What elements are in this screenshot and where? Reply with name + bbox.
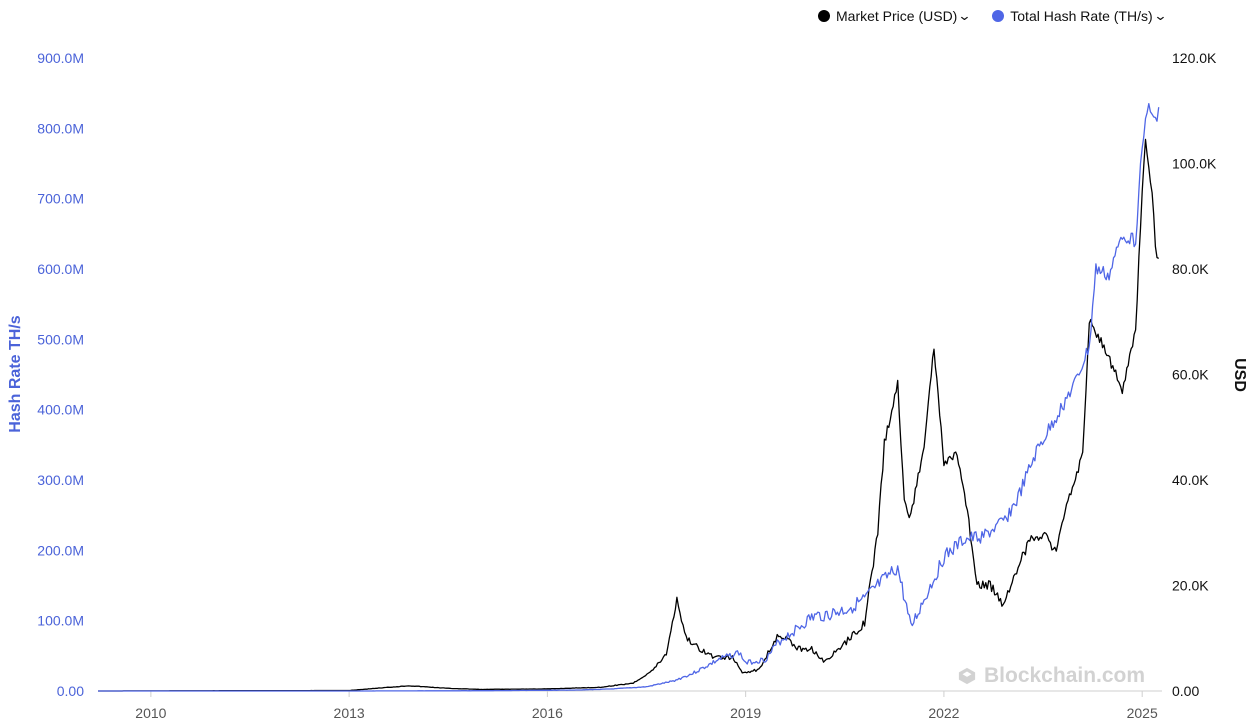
x-tick-label: 2022: [928, 705, 959, 721]
left-tick-label: 0.00: [57, 683, 84, 699]
right-tick-label: 60.0K: [1172, 367, 1209, 383]
x-tick-label: 2019: [730, 705, 761, 721]
left-tick-label: 700.0M: [37, 191, 84, 207]
legend-item-market-price[interactable]: Market Price (USD) ⌄: [818, 8, 972, 24]
x-tick-label: 2013: [334, 705, 365, 721]
x-tick-label: 2025: [1127, 705, 1158, 721]
legend-dot-market-price: [818, 10, 830, 22]
series-line-market-price-usd: [98, 138, 1160, 692]
legend-item-hash-rate[interactable]: Total Hash Rate (TH/s) ⌄: [992, 8, 1168, 24]
left-tick-label: 900.0M: [37, 50, 84, 66]
legend-label-market-price: Market Price (USD): [836, 8, 958, 24]
left-tick-label: 400.0M: [37, 402, 84, 418]
right-tick-label: 40.0K: [1172, 472, 1209, 488]
x-axis-ticks: 2010 2013 2016 2019 2022 2025: [135, 691, 1158, 721]
left-tick-label: 800.0M: [37, 120, 84, 136]
watermark-text: Blockchain.com: [984, 664, 1146, 687]
right-tick-label: 20.0K: [1172, 578, 1209, 594]
left-tick-label: 100.0M: [37, 613, 84, 629]
chevron-down-icon[interactable]: ⌄: [957, 8, 972, 23]
series-layer: [98, 102, 1160, 692]
left-tick-label: 300.0M: [37, 472, 84, 488]
left-axis-ticks: 0.00 100.0M 200.0M 300.0M 400.0M 500.0M 600.0M…: [37, 50, 84, 699]
right-tick-label: 120.0K: [1172, 50, 1217, 66]
right-axis-ticks: 0.00 20.0K 40.0K 60.0K 80.0K 100.0K 120.0K: [1172, 50, 1217, 699]
chevron-down-icon[interactable]: ⌄: [1153, 8, 1168, 23]
series-line-total-hash-rate-th-s: [98, 102, 1160, 692]
x-tick-label: 2010: [135, 705, 166, 721]
left-tick-label: 200.0M: [37, 542, 84, 558]
right-tick-label: 80.0K: [1172, 261, 1209, 277]
left-tick-label: 500.0M: [37, 331, 84, 347]
legend: Market Price (USD) ⌄ Total Hash Rate (TH…: [818, 8, 1168, 24]
blockchain-logo-icon: [958, 667, 976, 685]
legend-dot-hash-rate: [992, 10, 1005, 22]
right-tick-label: 0.00: [1172, 683, 1199, 699]
x-tick-label: 2016: [532, 705, 563, 721]
watermark: Blockchain.com: [958, 664, 1145, 688]
left-axis-title: Hash Rate TH/s: [7, 315, 24, 432]
right-axis-title: USD: [1231, 358, 1248, 392]
left-tick-label: 600.0M: [37, 261, 84, 277]
legend-label-hash-rate: Total Hash Rate (TH/s): [1010, 8, 1153, 24]
right-tick-label: 100.0K: [1172, 156, 1217, 172]
